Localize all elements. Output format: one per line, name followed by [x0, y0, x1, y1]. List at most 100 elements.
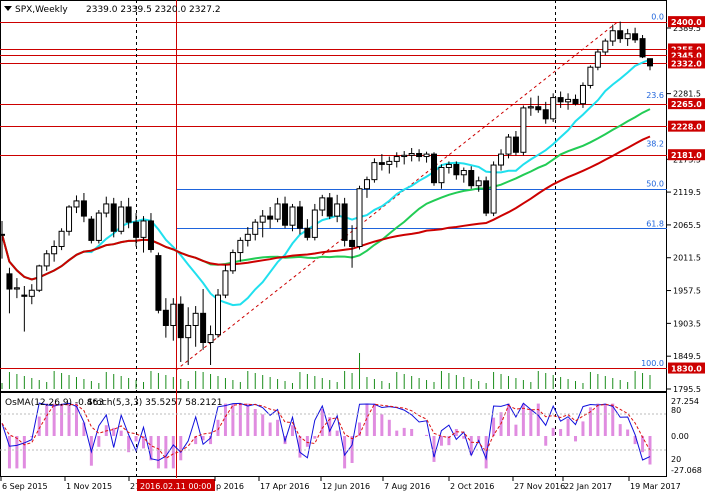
candle-body [185, 324, 192, 339]
fib-label: 0.0 [651, 13, 664, 22]
candle-body [80, 200, 87, 217]
level-price-tag [668, 16, 705, 28]
price-tick-label: 2119.5 [673, 188, 701, 197]
candle-body [73, 200, 80, 208]
time-axis: 6 Sep 2015 1 Nov 2015 27 2016.02.11 00:00 p … [0, 477, 681, 491]
main-pane-frame [0, 0, 667, 392]
candle-body [282, 203, 289, 226]
candle-body [334, 203, 341, 217]
candle-body [594, 51, 601, 68]
level-price-label: 2400.0 [671, 18, 702, 27]
time-tick-label: 2 Oct 2016 [450, 482, 494, 491]
candle-body [140, 220, 147, 238]
candle-body [602, 40, 609, 53]
candle-body [550, 97, 557, 120]
candle-body [289, 206, 296, 226]
candle-body [319, 197, 326, 211]
ma-fast-line [1, 58, 651, 307]
candle-body [58, 230, 65, 247]
candle-body [43, 253, 50, 267]
candle-body [229, 252, 236, 272]
level-price-label: 2345.0 [671, 52, 702, 61]
fib-label: 23.6 [646, 91, 664, 100]
candle-body [572, 98, 579, 105]
candle-body [103, 203, 110, 214]
trend-line [175, 21, 619, 371]
candle-body [498, 153, 505, 166]
candle-body [647, 58, 653, 67]
fib-label: 100.0 [641, 359, 664, 368]
stoch-main-line [1, 402, 651, 461]
osc-tick-label: 20 [671, 455, 681, 464]
fib-label: 50.0 [646, 180, 664, 189]
candle-body [624, 33, 631, 40]
time-tick-label: p 2016 [216, 482, 244, 491]
level-price-tag [668, 362, 705, 374]
price-tick-label: 2281.5 [673, 90, 701, 99]
time-tick-label: 22 Jan 2017 [564, 482, 612, 491]
price-tick-label: 1849.5 [673, 352, 701, 361]
candle-body [118, 206, 125, 232]
candle-body [222, 270, 229, 296]
candle-body [259, 215, 266, 223]
candle-body [356, 188, 363, 247]
time-tick-label: 17 Apr 2016 [260, 482, 309, 491]
crosshair-date-tag [137, 479, 215, 491]
candle-body [13, 287, 20, 290]
osc-tick-label: 0.00 [671, 432, 689, 441]
fib-label: 38.2 [646, 140, 664, 149]
symbol-label: SPX,Weekly [15, 5, 68, 15]
candle-body [21, 294, 28, 297]
candle-body [639, 38, 646, 58]
time-tick-label: 27 [130, 482, 140, 491]
candle-body [617, 30, 624, 40]
fib-trend-line [175, 21, 619, 371]
candle-body [66, 206, 73, 232]
candle-body [453, 163, 460, 176]
candle-body [110, 203, 117, 232]
level-price-label: 2228.0 [671, 123, 702, 132]
stoch-signal-line [1, 403, 651, 460]
candle-body [542, 109, 549, 120]
candle-body [378, 162, 385, 165]
oscillator-pane-frame [0, 392, 667, 477]
price-tick-label: 2389.5 [673, 24, 701, 33]
candle-body [527, 106, 534, 109]
candle-body [349, 239, 356, 247]
candle-body [207, 334, 214, 344]
candle-body [632, 33, 639, 41]
level-price-label: 1830.0 [671, 365, 702, 374]
time-tick-label: 12 Jun 2016 [322, 482, 370, 491]
crosshair-date-label: 2016.02.11 00:00 [140, 482, 211, 491]
candle-body [505, 136, 512, 155]
candle-body [125, 206, 132, 223]
moving-averages [1, 58, 651, 307]
time-tick-label: 1 Nov 2015 [66, 482, 112, 491]
candle-body [296, 206, 303, 229]
chart-header: SPX,Weekly 2339.0 2339.5 2320.0 2327.2 [4, 5, 221, 15]
price-tick-label: 2065.5 [673, 221, 701, 230]
candle-body [579, 84, 586, 105]
candle-body [393, 156, 400, 162]
candle-body [408, 152, 415, 156]
level-price-tag [668, 149, 705, 161]
candle-body [95, 212, 102, 241]
candle-body [490, 164, 497, 214]
time-tick-label: 27 Nov 2016 [514, 482, 565, 491]
dropdown-triangle-icon[interactable] [4, 6, 12, 11]
candle-body [565, 98, 572, 103]
ohlc-values: 2339.0 2339.5 2320.0 2327.2 [86, 5, 221, 15]
candle-body [386, 160, 393, 165]
osc-tick-label: 80 [671, 406, 681, 415]
candle-body [587, 66, 594, 86]
candle-body [438, 166, 445, 184]
candle-body [162, 309, 169, 326]
candle-body [483, 180, 490, 214]
fib-label: 61.8 [646, 219, 664, 228]
candle-body [133, 221, 140, 238]
osc-tick-label: -27.068 [671, 466, 702, 475]
candle-body [237, 239, 244, 254]
candle-body [304, 227, 311, 238]
